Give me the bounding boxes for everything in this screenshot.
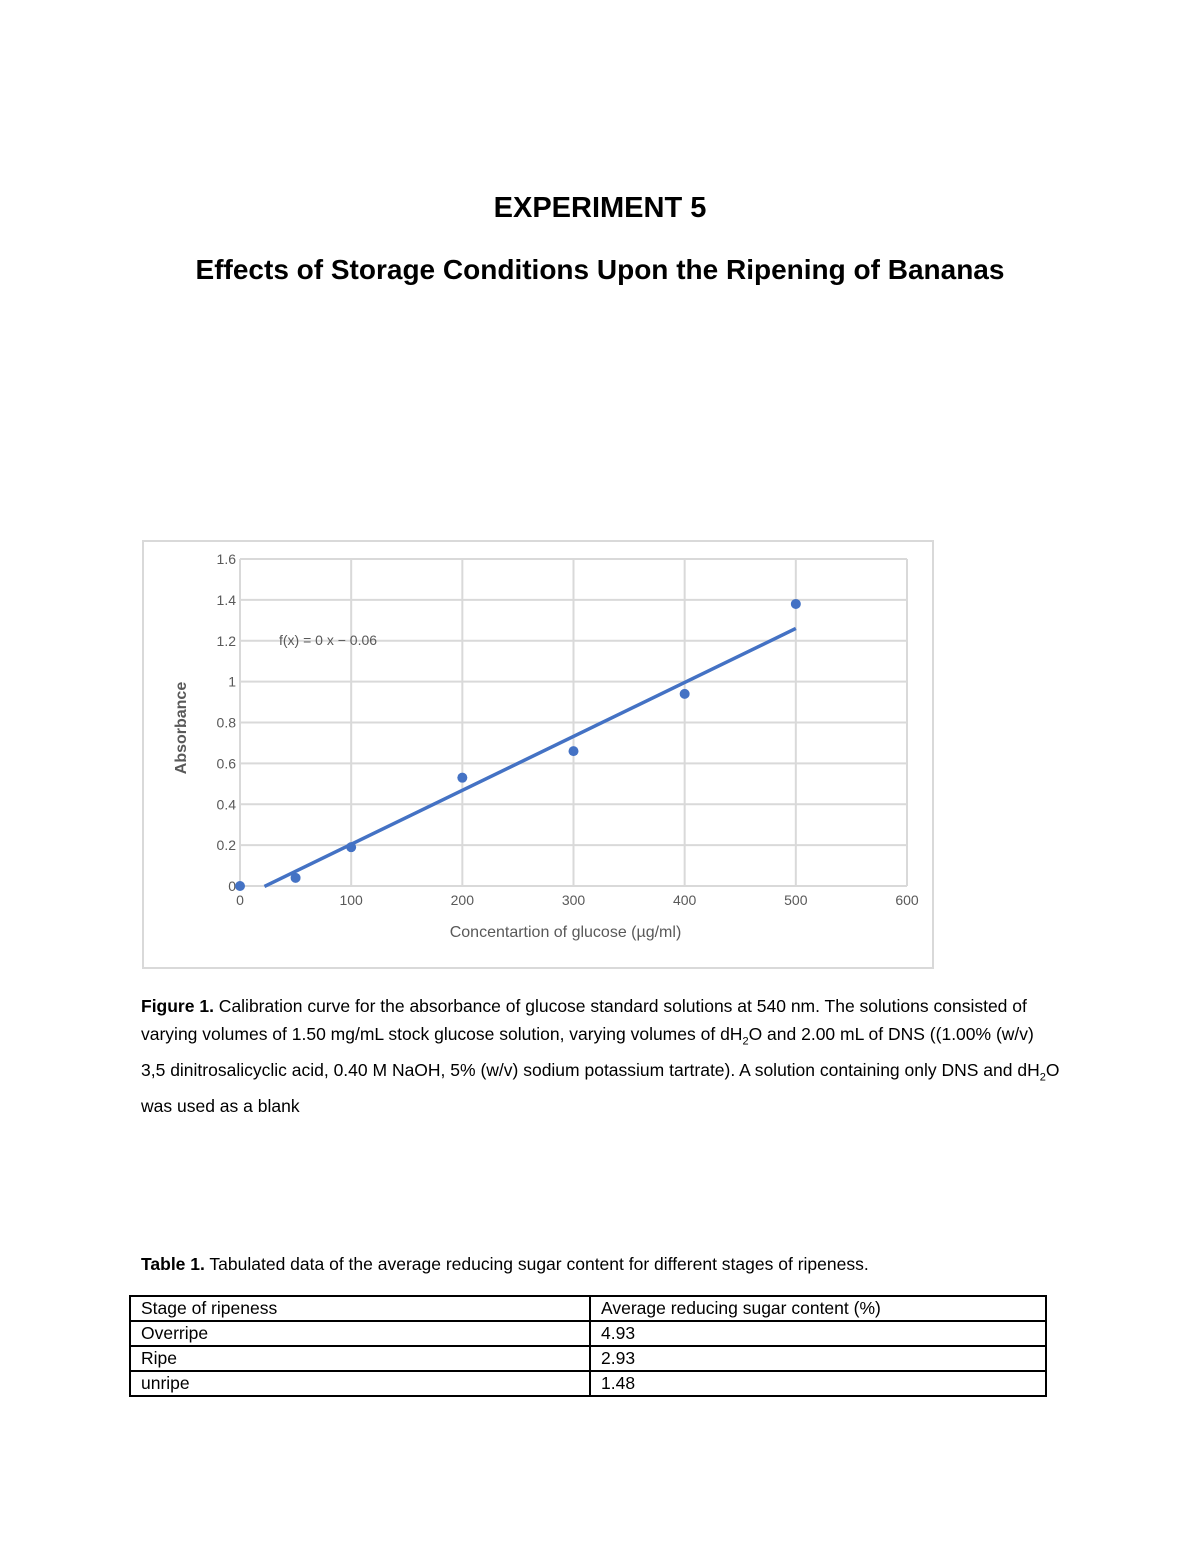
y-tick-label: 1 — [228, 674, 236, 690]
data-point — [346, 842, 357, 853]
table-row: Ripe 2.93 — [129, 1345, 1047, 1372]
x-tick-label: 600 — [895, 892, 919, 908]
caption-text: O and 2.00 mL of DNS ((1.00% (w/v) 3,5 d… — [141, 1024, 1040, 1080]
caption-text: O was used as a blank — [141, 1059, 1060, 1116]
y-tick-label: 0.2 — [217, 837, 237, 853]
caption-text: Calibration curve for the absorbance of … — [141, 996, 1027, 1045]
x-tick-label: 400 — [673, 892, 697, 908]
chart-svg: 0 100 200 300 400 500 600 0 0.2 0.4 0.6 0.8 1 1.2 1.4 1… — [173, 551, 919, 941]
experiment-title: Effects of Storage Conditions Upon the R… — [195, 254, 1005, 285]
table-cell: Ripe — [129, 1345, 591, 1372]
data-point — [790, 598, 801, 609]
table-row: Overripe 4.93 — [129, 1320, 1047, 1347]
table-cell: 2.93 — [589, 1345, 1047, 1372]
x-tick-label: 500 — [784, 892, 808, 908]
data-point — [235, 881, 245, 891]
data-point — [457, 772, 468, 783]
trendline-equation: f(x) = 0 x − 0.06 — [279, 632, 377, 648]
sugar-content-table: Stage of ripeness Average reducing sugar… — [129, 1295, 1047, 1397]
table-caption-text: Tabulated data of the average reducing s… — [204, 1254, 869, 1274]
y-axis-title: Absorbance — [173, 682, 190, 775]
data-point — [679, 688, 690, 699]
table-label: Table 1. — [141, 1254, 205, 1274]
header-cell: Average reducing sugar content (%) — [589, 1295, 1047, 1322]
table-cell: 4.93 — [589, 1320, 1047, 1347]
experiment-heading: EXPERIMENT 5 — [493, 192, 707, 224]
table-caption: Table 1. Tabulated data of the average r… — [141, 1254, 869, 1275]
subscript: 2 — [742, 1035, 749, 1048]
x-tick-label: 100 — [339, 892, 363, 908]
x-tick-label: 0 — [236, 892, 244, 908]
table-cell: Overripe — [129, 1320, 591, 1347]
y-tick-label: 0.6 — [217, 755, 237, 771]
y-tick-label: 0 — [228, 878, 236, 894]
table-cell: unripe — [129, 1370, 591, 1397]
data-point — [568, 746, 579, 757]
y-tick-label: 1.4 — [217, 592, 237, 608]
y-tick-label: 0.8 — [217, 715, 237, 731]
calibration-chart — [142, 540, 934, 969]
header-cell: Stage of ripeness — [129, 1295, 591, 1322]
y-tick-label: 1.2 — [217, 633, 237, 649]
table-header-row: Stage of ripeness Average reducing sugar… — [129, 1295, 1047, 1322]
subscript: 2 — [1039, 1071, 1046, 1084]
table-row: unripe 1.48 — [129, 1370, 1047, 1397]
table-cell: 1.48 — [589, 1370, 1047, 1397]
figure-label: Figure 1. — [141, 996, 214, 1016]
y-tick-label: 1.6 — [217, 551, 237, 567]
y-tick-label: 0.4 — [217, 796, 237, 812]
data-point — [290, 872, 301, 883]
figure-caption: Figure 1. Calibration curve for the abso… — [141, 992, 1061, 1120]
trendline — [263, 626, 797, 888]
x-axis-title: Concentartion of glucose (µg/ml) — [450, 924, 682, 941]
x-tick-label: 200 — [451, 892, 475, 908]
x-tick-label: 300 — [562, 892, 586, 908]
